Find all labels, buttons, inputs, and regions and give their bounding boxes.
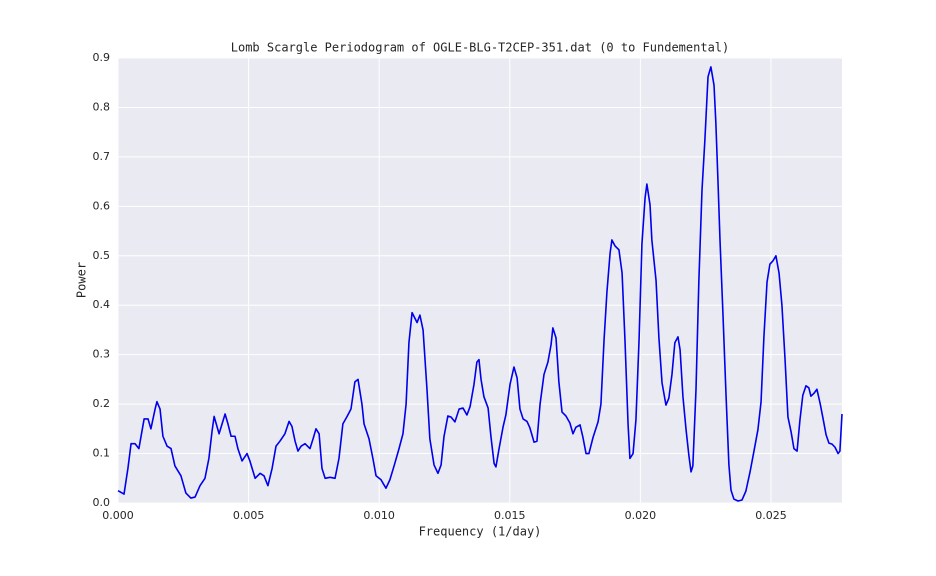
x-tick-label: 0.000 (102, 509, 134, 522)
y-tick-label: 0.8 (93, 100, 111, 113)
x-tick-label: 0.025 (755, 509, 787, 522)
x-tick-label: 0.010 (363, 509, 395, 522)
line (117, 66, 843, 502)
y-tick-label: 0.4 (93, 298, 111, 311)
y-tick-label: 0.2 (93, 397, 111, 410)
chart-title: Lomb Scargle Periodogram of OGLE-BLG-T2C… (231, 41, 730, 55)
y-tick-label: 0.5 (93, 249, 111, 262)
x-axis-label: Frequency (1/day) (419, 525, 542, 539)
y-tick-label: 0.9 (93, 51, 111, 64)
x-tick-label: 0.005 (233, 509, 265, 522)
y-axis-label: Power (75, 262, 89, 298)
y-tick-label: 0.1 (93, 447, 111, 460)
x-tick-label: 0.020 (625, 509, 657, 522)
y-tick-label: 0.3 (93, 348, 111, 361)
y-tick-label: 0.6 (93, 199, 111, 212)
y-tick-label: 0.0 (93, 496, 111, 509)
x-tick-label: 0.015 (494, 509, 526, 522)
grid (117, 57, 842, 504)
plot-area (118, 58, 842, 503)
y-tick-label: 0.7 (93, 150, 111, 163)
